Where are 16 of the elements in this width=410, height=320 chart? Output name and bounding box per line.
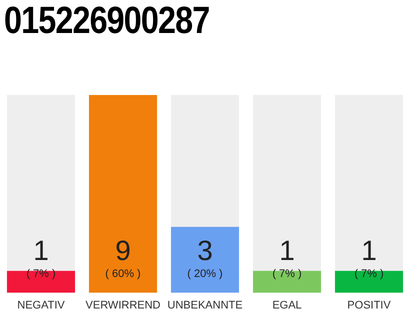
annotation: ( 7% ) — [272, 268, 302, 280]
annotation: ( 20% ) — [187, 268, 223, 280]
data-label: 1 — [279, 234, 295, 266]
annotation: ( 7% ) — [26, 268, 56, 280]
chart-title: 015226900287 — [4, 0, 210, 43]
x-tick-label: EGAL — [272, 299, 302, 312]
x-tick-label: VERWIRREND — [86, 299, 161, 312]
x-tick-label: UNBEKANNTE — [167, 299, 243, 312]
data-label: 1 — [361, 234, 377, 266]
x-tick-label: POSITIV — [347, 299, 392, 312]
annotation: ( 7% ) — [354, 268, 384, 280]
x-tick-label: NEGATIV — [17, 299, 66, 312]
data-label: 1 — [33, 234, 49, 266]
annotation: ( 60% ) — [105, 268, 141, 280]
data-label: 9 — [115, 234, 131, 266]
data-label: 3 — [197, 234, 213, 266]
